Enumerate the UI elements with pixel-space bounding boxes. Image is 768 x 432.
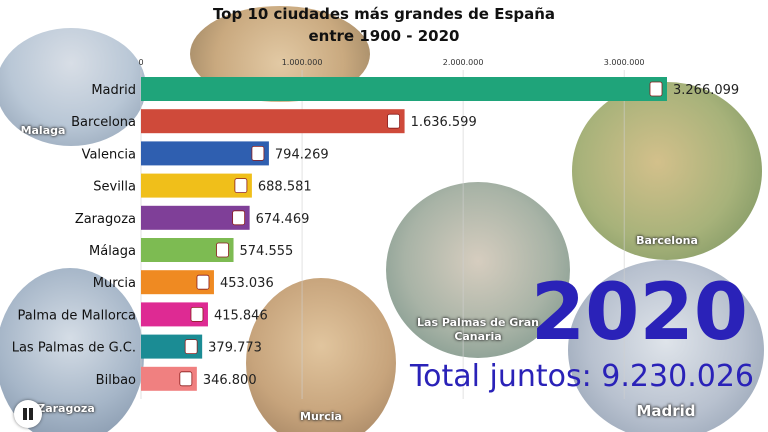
pause-icon [29,408,33,420]
category-label: Zaragoza [75,212,136,227]
value-label: 379.773 [208,341,262,356]
year-counter: 2020 [530,268,748,358]
axis-tick-label: 1.000.000 [282,58,323,67]
photo-madrid: Madrid [568,260,764,432]
coat-of-arms-icon [387,113,400,129]
coat-of-arms-icon [232,210,246,226]
coat-of-arms-icon [184,339,198,355]
value-label: 3.266.099 [673,83,739,98]
bar [141,77,667,101]
category-label: Málaga [89,244,136,259]
bar [141,141,269,166]
coat-of-arms-icon [251,145,265,161]
category-label: Murcia [93,276,136,291]
value-label: 794.269 [275,147,329,162]
photo-caption: Barcelona [636,234,698,247]
coat-of-arms-icon [649,81,663,97]
bar [141,109,405,134]
category-label: Las Palmas de G.C. [12,341,136,356]
axis-tick-label: 2.000.000 [443,58,484,67]
coat-of-arms-icon [216,242,229,258]
pause-button[interactable] [14,400,42,428]
value-label: 453.036 [220,276,274,291]
photo-las-palmas: Las Palmas de Gran Canaria [386,182,570,358]
photo-caption: Zaragoza [37,402,95,415]
coat-of-arms-icon [196,274,210,290]
chart-title: Top 10 ciudades más grandes de España en… [0,3,768,47]
photo-caption: Madrid [636,402,696,420]
category-label: Valencia [82,147,136,162]
bar [141,205,250,230]
photo-caption: Las Palmas de Gran Canaria [417,316,539,343]
photo-caption: Malaga [20,124,66,137]
category-label: Palma de Mallorca [17,308,136,323]
pause-icon [23,408,27,420]
value-label: 674.469 [256,212,310,227]
value-label: 346.800 [203,373,257,388]
axis-tick-label: 3.000.000 [604,58,645,67]
coat-of-arms-icon [179,371,193,387]
coat-of-arms-icon [234,178,248,194]
photo-caption: Murcia [300,410,342,423]
photo-murcia: Murcia [246,278,396,432]
value-label: 688.581 [258,180,312,195]
axis-tick-label: 0 [138,58,143,67]
category-label: Sevilla [93,180,136,195]
chart-title-line1: Top 10 ciudades más grandes de España [212,5,556,23]
bar [141,173,252,198]
photo-barcelona: Barcelona [572,82,762,260]
chart-title-line2: entre 1900 - 2020 [308,27,460,45]
category-label: Barcelona [71,115,136,130]
value-label: 574.555 [240,244,294,259]
category-label: Bilbao [96,373,136,388]
coat-of-arms-icon [190,306,204,322]
total-population-label: Total juntos: 9.230.026 [409,359,754,394]
value-label: 415.846 [214,308,268,323]
photo-malaga: Malaga [0,28,146,146]
category-label: Madrid [91,83,136,98]
value-label: 1.636.599 [411,115,477,130]
